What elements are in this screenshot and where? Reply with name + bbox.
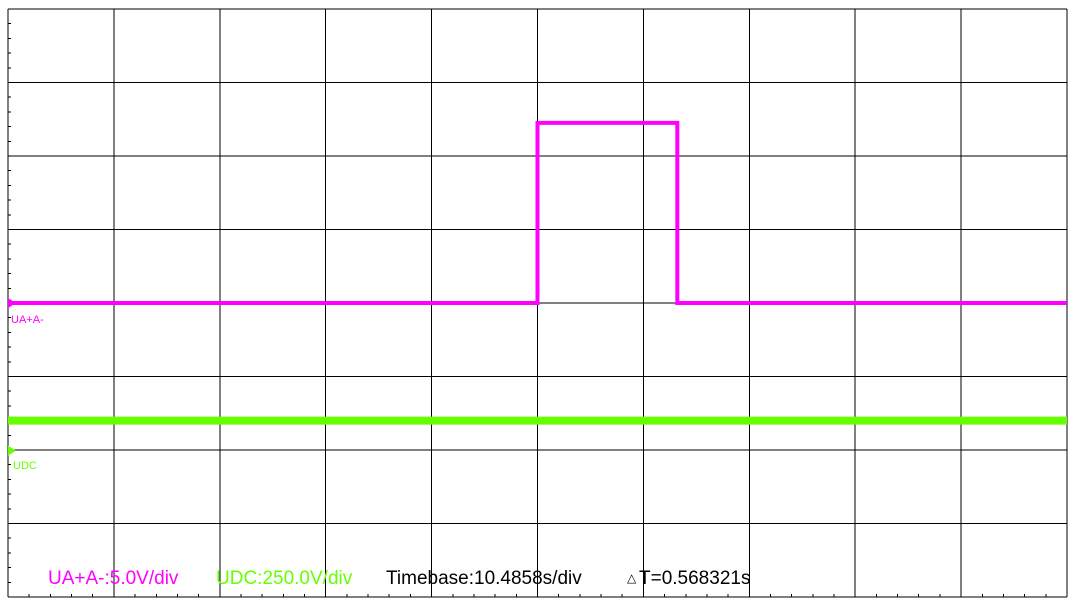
status-bar: UA+A-:5.0V/div UDC:250.0V/div Timebase:1…	[48, 568, 582, 589]
delta-t-readout: T=0.568321s	[639, 568, 750, 589]
channel-label-udc: UDC	[13, 460, 37, 472]
delta-icon: △	[627, 571, 637, 585]
traces	[8, 120, 1067, 425]
channel-markers	[8, 298, 16, 456]
channel-marker-icon	[8, 445, 16, 456]
channel-scale-ua: UA+A-:5.0V/div	[48, 568, 179, 589]
timebase-readout: Timebase:10.4858s/div	[386, 568, 582, 589]
channel-scale-udc: UDC:250.0V/div	[216, 568, 353, 589]
trace-ua-a	[8, 120, 1067, 305]
channel-label-ua: UA+A-	[11, 314, 44, 326]
channel-marker-icon	[8, 298, 16, 308]
